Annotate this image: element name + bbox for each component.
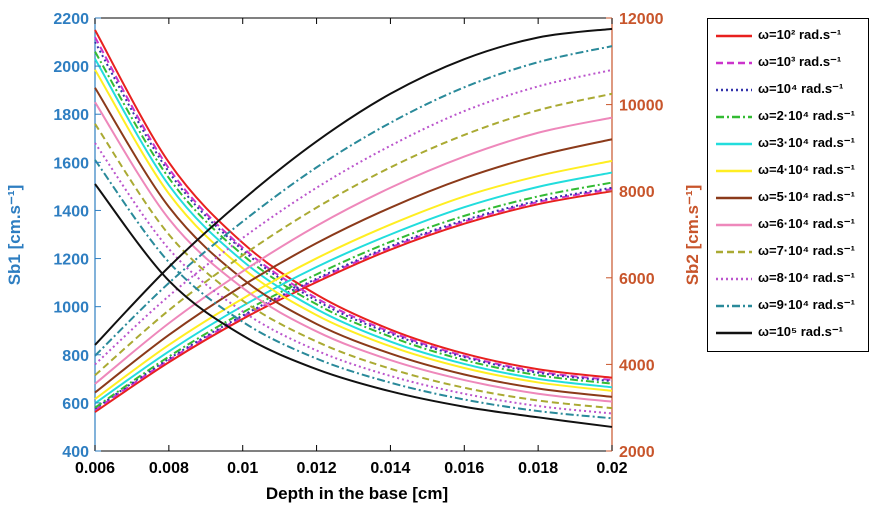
legend-label: ω=8·10⁴ rad.s⁻¹ xyxy=(758,270,855,285)
legend-item: ω=2·10⁴ rad.s⁻¹ xyxy=(708,104,868,130)
series-sb2-line-2 xyxy=(94,188,613,411)
y-right-tick-label: 6000 xyxy=(619,271,655,288)
legend-label: ω=10⁵ rad.s⁻¹ xyxy=(758,324,844,339)
y-left-tick-label: 400 xyxy=(62,444,89,461)
series-sb1-line-12 xyxy=(94,183,613,428)
legend-label: ω=9·10⁴ rad.s⁻¹ xyxy=(758,297,855,312)
legend-item: ω=10³ rad.s⁻¹ xyxy=(708,50,868,76)
legend-swatch xyxy=(716,115,752,119)
y-left-tick-label: 2000 xyxy=(53,59,89,76)
series-sb2-line-12 xyxy=(94,27,613,346)
legend-swatch xyxy=(716,196,752,200)
series-sb2-line-11 xyxy=(94,45,613,357)
y-left-tick-label: 1000 xyxy=(53,300,89,317)
legend-item: ω=10² rad.s⁻¹ xyxy=(708,23,868,49)
y-left-tick-label: 1200 xyxy=(53,252,89,269)
x-axis-label: Depth in the base [cm] xyxy=(266,484,448,503)
series-sb1-line-11 xyxy=(94,159,613,420)
series-sb1-line-4 xyxy=(94,51,613,385)
legend-label: ω=5·10⁴ rad.s⁻¹ xyxy=(758,189,855,204)
legend-label: ω=3·10⁴ rad.s⁻¹ xyxy=(758,135,855,150)
y-right-tick-label: 8000 xyxy=(619,184,655,201)
series-sb2-line-7 xyxy=(94,138,613,394)
series-sb1-line-8 xyxy=(94,101,613,403)
right-axis-label: Sb2 [cm.s⁻¹] xyxy=(683,185,702,286)
legend-item: ω=10⁵ rad.s⁻¹ xyxy=(708,320,868,346)
y-left-tick-label: 600 xyxy=(62,396,89,413)
y-right-tick-label: 12000 xyxy=(619,11,664,28)
legend-item: ω=5·10⁴ rad.s⁻¹ xyxy=(708,185,868,211)
legend: ω=10² rad.s⁻¹ ω=10³ rad.s⁻¹ ω=10⁴ rad.s⁻¹ ω… xyxy=(707,18,869,352)
left-axis-label: Sb1 [cm.s⁻¹] xyxy=(5,185,24,286)
ticks-layer: 0.006 0.008 0.01 0.012 0.014 0.016 0.018 0.02 40… xyxy=(53,11,663,477)
legend-item: ω=6·10⁴ rad.s⁻¹ xyxy=(708,212,868,238)
series-sb1-line-9 xyxy=(94,123,613,410)
legend-swatch xyxy=(716,250,752,254)
y-left-tick-label: 2200 xyxy=(53,11,89,28)
x-tick-label: 0.008 xyxy=(149,460,189,477)
legend-label: ω=10³ rad.s⁻¹ xyxy=(758,54,842,69)
legend-swatch xyxy=(716,34,752,38)
legend-label: ω=10² rad.s⁻¹ xyxy=(758,27,842,42)
y-right-tick-label: 2000 xyxy=(619,444,655,461)
series-sb2-line-3 xyxy=(94,186,613,410)
y-left-tick-label: 1800 xyxy=(53,107,89,124)
legend-item: ω=4·10⁴ rad.s⁻¹ xyxy=(708,158,868,184)
series-sb2-line-9 xyxy=(94,92,613,376)
legend-item: ω=8·10⁴ rad.s⁻¹ xyxy=(708,266,868,292)
legend-label: ω=2·10⁴ rad.s⁻¹ xyxy=(758,108,855,123)
y-left-tick-label: 800 xyxy=(62,348,89,365)
legend-label: ω=6·10⁴ rad.s⁻¹ xyxy=(758,216,855,231)
legend-item: ω=7·10⁴ rad.s⁻¹ xyxy=(708,239,868,265)
legend-label: ω=10⁴ rad.s⁻¹ xyxy=(758,81,844,96)
x-tick-label: 0.014 xyxy=(370,460,410,477)
plot-area xyxy=(94,17,613,452)
series-sb2-line-1 xyxy=(94,190,613,413)
x-tick-label: 0.02 xyxy=(596,460,627,477)
series-sb1-line-6 xyxy=(94,69,613,392)
x-tick-label: 0.01 xyxy=(227,460,258,477)
legend-swatch xyxy=(716,169,752,173)
series-layer xyxy=(94,27,613,428)
y-left-tick-label: 1400 xyxy=(53,203,89,220)
legend-swatch xyxy=(716,61,752,65)
series-sb1-line-10 xyxy=(94,142,613,415)
legend-swatch xyxy=(716,88,752,92)
legend-swatch xyxy=(716,142,752,146)
legend-swatch xyxy=(716,223,752,227)
series-sb1-line-1 xyxy=(94,29,613,379)
legend-swatch xyxy=(716,304,752,308)
x-tick-label: 0.018 xyxy=(518,460,558,477)
series-sb1-line-5 xyxy=(94,58,613,389)
legend-item: ω=10⁴ rad.s⁻¹ xyxy=(708,77,868,103)
y-right-tick-label: 10000 xyxy=(619,98,664,115)
x-tick-label: 0.016 xyxy=(444,460,484,477)
legend-item: ω=9·10⁴ rad.s⁻¹ xyxy=(708,293,868,319)
y-right-tick-label: 4000 xyxy=(619,357,655,374)
series-sb2-line-4 xyxy=(94,181,613,409)
series-sb2-line-5 xyxy=(94,171,613,405)
legend-item: ω=3·10⁴ rad.s⁻¹ xyxy=(708,131,868,157)
series-sb2-line-6 xyxy=(94,159,613,400)
series-sb1-line-7 xyxy=(94,87,613,398)
y-left-tick-label: 1600 xyxy=(53,155,89,172)
x-tick-label: 0.012 xyxy=(297,460,337,477)
series-sb2-line-8 xyxy=(94,116,613,385)
x-tick-label: 0.006 xyxy=(75,460,115,477)
legend-label: ω=4·10⁴ rad.s⁻¹ xyxy=(758,162,855,177)
legend-swatch xyxy=(716,277,752,281)
series-sb2-line-10 xyxy=(94,68,613,366)
legend-swatch xyxy=(716,331,752,335)
series-sb1-line-2 xyxy=(94,36,613,382)
legend-label: ω=7·10⁴ rad.s⁻¹ xyxy=(758,243,855,258)
